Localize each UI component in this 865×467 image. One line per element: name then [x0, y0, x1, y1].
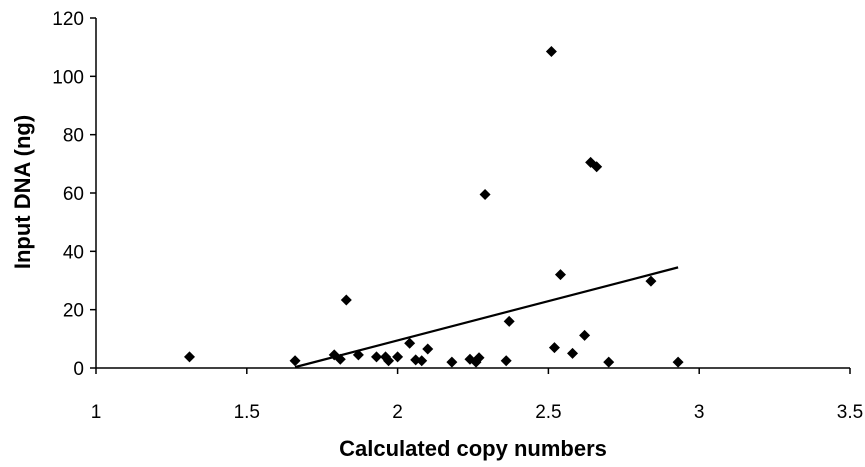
y-tick-label: 100	[52, 67, 84, 88]
data-point	[340, 294, 352, 306]
x-tick-label: 2	[392, 402, 403, 423]
data-point	[370, 351, 382, 363]
data-point	[334, 353, 346, 365]
data-point	[645, 275, 657, 287]
data-point	[352, 349, 364, 361]
data-point	[579, 329, 591, 341]
data-point	[503, 315, 515, 327]
x-tick-label: 3	[694, 402, 705, 423]
x-axis-title: Calculated copy numbers	[339, 436, 607, 461]
data-point	[404, 337, 416, 349]
trendline-group	[294, 266, 679, 369]
x-tick-label: 1	[91, 402, 102, 423]
data-point	[383, 355, 395, 367]
data-point	[479, 188, 491, 200]
data-point	[554, 269, 566, 281]
data-point	[183, 351, 195, 363]
x-tick-label: 1.5	[234, 402, 260, 423]
data-points	[183, 46, 684, 368]
x-tick-label: 3.5	[837, 402, 863, 423]
y-tick-label: 60	[63, 184, 84, 205]
y-axis-title: Input DNA (ng)	[10, 115, 35, 269]
y-tick-label: 120	[52, 9, 84, 30]
data-point	[545, 46, 557, 58]
data-point	[603, 356, 615, 368]
y-tick-label: 80	[63, 126, 84, 147]
y-tick-label: 0	[73, 359, 84, 380]
trendline	[294, 266, 679, 369]
data-point	[591, 161, 603, 173]
data-point	[289, 355, 301, 367]
ticks: 0 20 40 60 80 100 120 1 1.5 2 2.5 3 3.5	[52, 9, 863, 423]
axes	[95, 18, 850, 369]
data-point	[500, 355, 512, 367]
data-point	[416, 355, 428, 367]
data-point	[672, 356, 684, 368]
data-point	[567, 347, 579, 359]
y-tick-label: 20	[63, 301, 84, 322]
x-tick-label: 2.5	[535, 402, 561, 423]
data-point	[548, 342, 560, 354]
y-tick-label: 40	[63, 242, 84, 263]
data-point	[392, 351, 404, 363]
data-point	[446, 356, 458, 368]
data-point	[473, 352, 485, 364]
data-point	[422, 343, 434, 355]
